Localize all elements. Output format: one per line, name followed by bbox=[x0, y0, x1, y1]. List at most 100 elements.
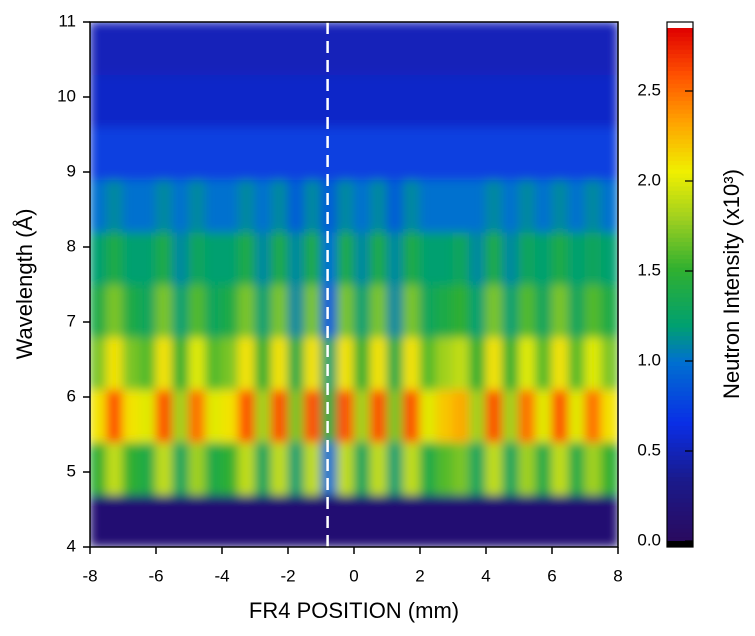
heat-cell bbox=[254, 22, 272, 75]
heat-cell bbox=[518, 126, 536, 180]
colorbar-swatch bbox=[667, 44, 693, 50]
heat-cell bbox=[304, 389, 322, 443]
heat-cell bbox=[139, 22, 157, 75]
heat-cell bbox=[601, 389, 618, 443]
heat-cell bbox=[601, 231, 618, 285]
heat-cell bbox=[320, 74, 338, 128]
x-tick-label: -8 bbox=[82, 566, 97, 585]
heat-cell bbox=[452, 494, 470, 547]
colorbar-swatch bbox=[667, 271, 693, 277]
heat-cell bbox=[485, 74, 503, 128]
colorbar-swatch bbox=[667, 455, 693, 461]
colorbar-swatch bbox=[667, 378, 693, 384]
heat-cell bbox=[436, 22, 454, 75]
x-axis-title: FR4 POSITION (mm) bbox=[249, 598, 459, 623]
heat-cell bbox=[304, 494, 322, 547]
colorbar-frame bbox=[666, 21, 694, 548]
heat-cell bbox=[485, 126, 503, 180]
heat-cell bbox=[122, 284, 140, 338]
colorbar-swatch bbox=[667, 83, 693, 89]
colorbar-swatch bbox=[667, 91, 693, 97]
heat-cell bbox=[502, 179, 520, 233]
heat-cell bbox=[287, 74, 305, 128]
heat-cell bbox=[601, 336, 618, 390]
heat-cell bbox=[370, 336, 388, 390]
colorbar-swatch bbox=[667, 297, 693, 302]
heat-cell bbox=[551, 179, 569, 233]
heat-cell bbox=[304, 231, 322, 285]
heat-cell bbox=[238, 441, 256, 495]
heat-cell bbox=[584, 179, 602, 233]
heat-cell bbox=[452, 179, 470, 233]
heat-cell bbox=[568, 389, 586, 443]
heat-cell bbox=[485, 22, 503, 75]
colorbar-swatch bbox=[667, 130, 693, 136]
colorbar-swatch bbox=[667, 275, 693, 281]
colorbar-swatch bbox=[667, 121, 693, 127]
heat-cell bbox=[122, 22, 140, 75]
colorbar-swatch bbox=[667, 438, 693, 443]
colorbar-swatch bbox=[667, 510, 693, 516]
heat-cell bbox=[535, 231, 553, 285]
colorbar-swatch bbox=[667, 49, 693, 54]
heat-cell bbox=[584, 22, 602, 75]
heat-cell bbox=[551, 284, 569, 338]
heat-cell bbox=[436, 231, 454, 285]
heat-cell bbox=[320, 494, 338, 547]
heat-cell bbox=[155, 441, 173, 495]
colorbar-tick-label: 0.5 bbox=[637, 440, 661, 459]
heat-cell bbox=[485, 231, 503, 285]
heat-cell bbox=[518, 74, 536, 128]
heat-cell bbox=[271, 389, 289, 443]
heat-cell bbox=[337, 284, 355, 338]
colorbar-swatch bbox=[667, 250, 693, 255]
heat-cell bbox=[469, 284, 487, 338]
heat-cell bbox=[271, 126, 289, 180]
heat-cell bbox=[518, 441, 536, 495]
heat-cell bbox=[419, 179, 437, 233]
y-tick-label: 9 bbox=[67, 161, 76, 180]
heat-cell bbox=[320, 284, 338, 338]
heat-cell bbox=[469, 389, 487, 443]
colorbar-swatch bbox=[667, 126, 693, 131]
heat-cell bbox=[485, 284, 503, 338]
heat-cell bbox=[254, 74, 272, 128]
heat-cell bbox=[469, 336, 487, 390]
colorbar-swatch bbox=[667, 292, 693, 298]
heat-cell bbox=[320, 389, 338, 443]
heat-cell bbox=[188, 441, 206, 495]
colorbar-tick-label: 0.0 bbox=[637, 530, 661, 549]
heat-cell bbox=[370, 441, 388, 495]
heat-cell bbox=[584, 441, 602, 495]
heat-cell bbox=[403, 231, 421, 285]
x-tick-label: 6 bbox=[547, 566, 556, 585]
heat-cell bbox=[238, 22, 256, 75]
heat-cell bbox=[139, 441, 157, 495]
heat-cell bbox=[90, 231, 107, 285]
heat-cell bbox=[271, 231, 289, 285]
heat-cell bbox=[155, 494, 173, 547]
heat-cell bbox=[403, 494, 421, 547]
colorbar-swatch bbox=[667, 220, 693, 225]
colorbar-swatch bbox=[667, 100, 693, 106]
heat-cell bbox=[502, 126, 520, 180]
heat-cell bbox=[287, 126, 305, 180]
heat-cell bbox=[353, 126, 371, 180]
heat-cell bbox=[584, 284, 602, 338]
heat-cell bbox=[139, 284, 157, 338]
heat-cell bbox=[155, 74, 173, 128]
heat-cell bbox=[320, 179, 338, 233]
heat-cell bbox=[584, 389, 602, 443]
heat-cell bbox=[90, 284, 107, 338]
heat-cell bbox=[535, 179, 553, 233]
heat-cell bbox=[403, 126, 421, 180]
heat-cell bbox=[221, 494, 239, 547]
heat-cell bbox=[403, 179, 421, 233]
colorbar-swatch bbox=[667, 515, 693, 520]
colorbar-swatch bbox=[667, 36, 693, 42]
heat-cell bbox=[469, 441, 487, 495]
heat-cell bbox=[337, 231, 355, 285]
heat-cell bbox=[337, 441, 355, 495]
y-tick-label: 10 bbox=[57, 86, 76, 105]
heat-cell bbox=[535, 336, 553, 390]
